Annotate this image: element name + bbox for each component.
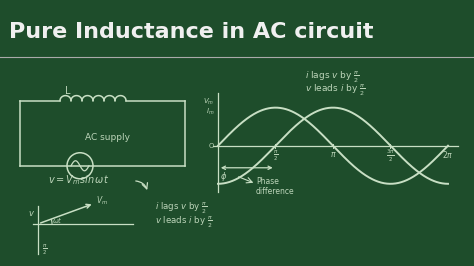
Text: $2\pi$: $2\pi$ bbox=[442, 149, 454, 160]
Text: $i$ lags $v$ by $\frac{\pi}{2}$: $i$ lags $v$ by $\frac{\pi}{2}$ bbox=[155, 201, 208, 217]
Text: O: O bbox=[209, 143, 214, 149]
Text: $\omega t$: $\omega t$ bbox=[52, 215, 63, 225]
Text: $v$: $v$ bbox=[28, 209, 35, 218]
Text: AC supply: AC supply bbox=[85, 133, 130, 142]
Text: $V_m$: $V_m$ bbox=[96, 194, 109, 207]
Text: $\frac{3\pi}{2}$: $\frac{3\pi}{2}$ bbox=[386, 148, 395, 164]
Text: $v$ leads $i$ by $\frac{\pi}{2}$: $v$ leads $i$ by $\frac{\pi}{2}$ bbox=[305, 83, 365, 98]
Text: $v = V_m sin\,\omega t$: $v = V_m sin\,\omega t$ bbox=[48, 173, 109, 187]
Text: $i$ lags $v$ by $\frac{\pi}{2}$: $i$ lags $v$ by $\frac{\pi}{2}$ bbox=[305, 70, 360, 85]
Text: $\pi$: $\pi$ bbox=[329, 150, 337, 159]
Text: difference: difference bbox=[256, 187, 295, 196]
Text: L: L bbox=[65, 86, 71, 95]
Text: $v$ leads $i$ by $\frac{\pi}{2}$: $v$ leads $i$ by $\frac{\pi}{2}$ bbox=[155, 215, 213, 230]
Text: $\frac{\pi}{2}$: $\frac{\pi}{2}$ bbox=[273, 148, 278, 163]
Text: $I_m$: $I_m$ bbox=[206, 107, 214, 117]
Text: $\frac{\pi}{2}$: $\frac{\pi}{2}$ bbox=[42, 243, 47, 257]
Text: Pure Inductance in AC circuit: Pure Inductance in AC circuit bbox=[9, 22, 373, 41]
Text: Phase: Phase bbox=[256, 177, 279, 186]
Text: $\phi$: $\phi$ bbox=[220, 170, 227, 183]
Text: $V_m$: $V_m$ bbox=[203, 97, 214, 107]
